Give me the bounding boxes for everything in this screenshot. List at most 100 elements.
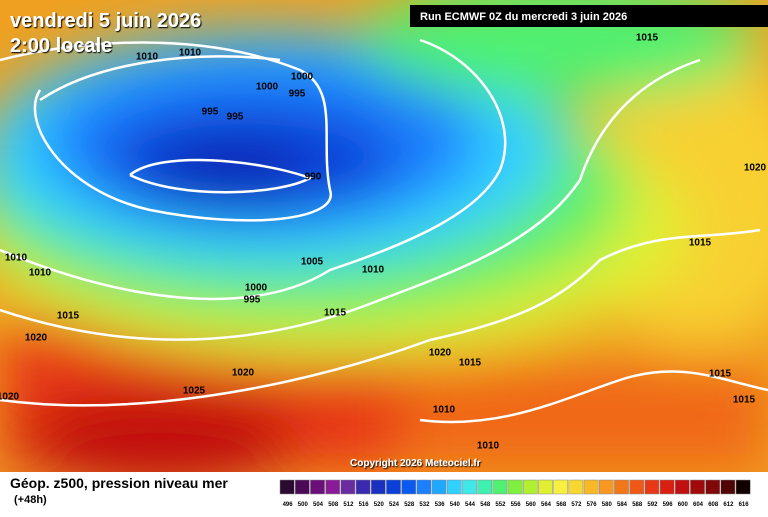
colorbar-cell xyxy=(644,479,660,495)
isobar-label: 995 xyxy=(289,89,306,100)
isobar-label: 1020 xyxy=(429,348,452,359)
isobar-label: 1020 xyxy=(0,392,20,403)
colorbar-cell xyxy=(720,479,736,495)
colorbar-label: 552 xyxy=(495,502,506,508)
colorbar-label: 512 xyxy=(343,502,354,508)
colorbar-cell xyxy=(416,479,432,495)
time: 2:00 locale xyxy=(10,35,112,57)
isobar-label: 1010 xyxy=(179,48,202,59)
isobar-label: 1010 xyxy=(477,441,500,452)
colorbar-label: 576 xyxy=(587,502,598,508)
colorbar-label: 496 xyxy=(283,502,294,508)
colorbar-label: 612 xyxy=(723,502,734,508)
isobar-label: 1010 xyxy=(29,268,52,279)
isobar-label: 995 xyxy=(244,295,261,306)
colorbar-label: 500 xyxy=(298,502,309,508)
colorbar-label: 592 xyxy=(647,502,658,508)
colorbar-cell xyxy=(614,479,629,495)
colorbar-cell xyxy=(492,479,508,495)
colorbar-label: 560 xyxy=(526,502,537,508)
colorbar-cell xyxy=(401,479,417,495)
map-field xyxy=(0,0,768,490)
isobar-label: 995 xyxy=(202,107,219,118)
colorbar-cell xyxy=(477,479,493,495)
colorbar-cell xyxy=(370,479,386,495)
lead-time: (+48h) xyxy=(14,494,47,506)
colorbar-label: 544 xyxy=(465,502,476,508)
colorbar-label: 608 xyxy=(708,502,719,508)
isobar-label: 1015 xyxy=(689,238,712,249)
colorbar-cell xyxy=(431,479,447,495)
footer-title: Géop. z500, pression niveau mer xyxy=(10,475,228,491)
colorbar-cell xyxy=(659,479,675,495)
colorbar-label: 532 xyxy=(419,502,430,508)
colorbar-cell xyxy=(446,479,462,495)
colorbar-label: 556 xyxy=(511,502,522,508)
colorbar-label: 540 xyxy=(450,502,461,508)
colorbar-label: 504 xyxy=(313,502,324,508)
date: vendredi 5 juin 2026 xyxy=(10,10,201,32)
run-info: Run ECMWF 0Z du mercredi 3 juin 2026 xyxy=(420,11,627,23)
run-box xyxy=(410,5,768,27)
colorbar-cell xyxy=(462,479,477,495)
colorbar-label: 580 xyxy=(602,502,613,508)
colorbar-label: 528 xyxy=(404,502,415,508)
isobar-label: 1010 xyxy=(136,52,159,63)
isobar-label: 1020 xyxy=(25,333,48,344)
colorbar-cell xyxy=(690,479,705,495)
colorbar-cell xyxy=(583,479,599,495)
colorbar-label: 604 xyxy=(693,502,704,508)
isobar-label: 1005 xyxy=(301,257,324,268)
colorbar-cell xyxy=(294,479,310,495)
colorbar-label: 584 xyxy=(617,502,628,508)
isobar-label: 1015 xyxy=(459,358,482,369)
isobar-label: 1015 xyxy=(324,308,347,319)
colorbar-label: 600 xyxy=(678,502,689,508)
colorbar-cell xyxy=(568,479,584,495)
colorbar-label: 536 xyxy=(435,502,446,508)
colorbar-cell xyxy=(507,479,523,495)
isobar-label: 1010 xyxy=(362,265,385,276)
colorbar-label: 564 xyxy=(541,502,552,508)
colorbar-label: 588 xyxy=(632,502,643,508)
colorbar-cell xyxy=(629,479,645,495)
colorbar-cell xyxy=(340,479,356,495)
isobar-label: 1025 xyxy=(183,386,206,397)
isobar-label: 1000 xyxy=(256,82,279,93)
colorbar-cell xyxy=(705,479,721,495)
isobar-label: 1015 xyxy=(733,395,756,406)
colorbar-cell xyxy=(538,479,553,495)
colorbar-label: 520 xyxy=(374,502,385,508)
isobar-label: 1015 xyxy=(709,369,732,380)
isobar-label: 995 xyxy=(227,112,244,123)
colorbar-cell xyxy=(355,479,371,495)
colorbar-cell xyxy=(674,479,690,495)
isobar-label: 1015 xyxy=(57,311,80,322)
colorbar-cell xyxy=(325,479,341,495)
colorbar-label: 516 xyxy=(359,502,370,508)
isobar-label: 1000 xyxy=(245,283,268,294)
colorbar-label: 568 xyxy=(556,502,567,508)
colorbar-cell xyxy=(598,479,614,495)
isobar-label: 990 xyxy=(305,172,322,183)
colorbar-cell xyxy=(735,479,751,495)
isobar-label: 1010 xyxy=(5,253,28,264)
colorbar-label: 548 xyxy=(480,502,491,508)
isobar-label: 1010 xyxy=(433,405,456,416)
colorbar-cell xyxy=(522,479,538,495)
colorbar-label: 596 xyxy=(663,502,674,508)
colorbar-cell xyxy=(279,479,295,495)
colorbar-cell xyxy=(386,479,401,495)
isobar-label: 1020 xyxy=(232,368,255,379)
colorbar-label: 616 xyxy=(739,502,750,508)
colorbar-cell xyxy=(310,479,325,495)
colorbar-label: 524 xyxy=(389,502,400,508)
colorbar-cell xyxy=(553,479,569,495)
isobar-label: 1020 xyxy=(744,163,767,174)
isobar-label: 1000 xyxy=(291,72,314,83)
copyright: Copyright 2026 Meteociel.fr xyxy=(350,458,481,469)
colorbar: 496 500 504 508 512 516 520 524 528 532 536 540 544 5… xyxy=(279,479,751,508)
colorbar-label: 572 xyxy=(571,502,582,508)
isobar-label: 1015 xyxy=(636,33,659,44)
